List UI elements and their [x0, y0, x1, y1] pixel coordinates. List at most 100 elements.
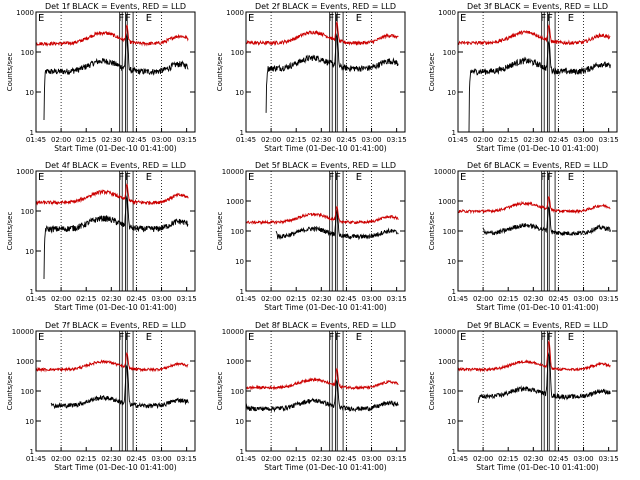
x-tick-label: 02:15	[286, 136, 306, 144]
y-tick-label: 10000	[434, 168, 456, 176]
detector-panel: Det 6f BLACK = Events, RED = LLD 1 10 100 10…	[428, 161, 619, 312]
event-marker-label: F	[118, 13, 124, 24]
x-axis-label: Start Time (01-Dec-10 01:41:00)	[264, 303, 386, 312]
event-marker-label: F	[335, 172, 341, 183]
y-tick-label: 100	[231, 49, 244, 57]
lld-series	[457, 195, 611, 215]
detector-panel: Det 3f BLACK = Events, RED = LLD 1 10 100 10…	[428, 2, 619, 153]
y-tick-label: 100	[443, 388, 456, 396]
y-tick-label: 10	[447, 418, 456, 426]
y-tick-label: 1000	[438, 198, 456, 206]
y-tick-label: 100	[21, 49, 34, 57]
x-tick-label: 02:00	[51, 136, 71, 144]
event-marker-label: F	[540, 13, 546, 24]
y-axis-label: Counts/sec	[216, 372, 224, 411]
y-tick-label: 100	[21, 208, 34, 216]
x-axis-label: Start Time (01-Dec-10 01:41:00)	[54, 144, 176, 153]
x-tick-label: 02:15	[286, 295, 306, 303]
x-tick-label: 02:15	[76, 455, 96, 463]
x-axis-label: Start Time (01-Dec-10 01:41:00)	[264, 463, 386, 472]
x-tick-label: 03:15	[387, 136, 407, 144]
x-tick-label: 03:00	[573, 136, 593, 144]
y-tick-label: 10	[447, 258, 456, 266]
events-series	[275, 210, 399, 241]
x-tick-label: 02:30	[523, 295, 543, 303]
plot-frame	[245, 330, 406, 452]
x-tick-label: 02:15	[498, 136, 518, 144]
event-marker-label: F	[328, 332, 334, 343]
x-tick-label: 02:15	[286, 455, 306, 463]
y-axis-label: Counts/sec	[6, 212, 14, 251]
lld-series	[245, 20, 399, 47]
x-tick-label: 03:15	[387, 455, 407, 463]
x-tick-label: 02:00	[261, 136, 281, 144]
x-axis-label: Start Time (01-Dec-10 01:41:00)	[54, 303, 176, 312]
x-tick-label: 02:45	[336, 455, 356, 463]
y-axis-label: Counts/sec	[428, 212, 436, 251]
x-tick-label: 02:45	[126, 455, 146, 463]
x-tick-label: 02:30	[101, 136, 121, 144]
event-marker-label: F	[328, 172, 334, 183]
events-series	[265, 33, 399, 113]
lld-series	[457, 24, 611, 46]
event-marker-label: F	[118, 332, 124, 343]
y-tick-label: 10000	[222, 168, 244, 176]
x-tick-label: 02:15	[76, 295, 96, 303]
lld-series	[35, 183, 189, 206]
y-tick-label: 1	[452, 448, 456, 456]
x-tick-label: 02:45	[548, 295, 568, 303]
event-marker-label: E	[568, 13, 574, 24]
x-tick-label: 02:30	[101, 455, 121, 463]
y-axis-label: Counts/sec	[6, 372, 14, 411]
y-tick-label: 1	[240, 288, 244, 296]
x-tick-label: 02:45	[336, 295, 356, 303]
event-marker-label: F	[328, 13, 334, 24]
x-tick-label: 03:00	[361, 295, 381, 303]
x-tick-label: 01:45	[448, 455, 468, 463]
plot-frame	[35, 170, 196, 292]
event-marker-label: E	[356, 332, 362, 343]
x-axis-label: Start Time (01-Dec-10 01:41:00)	[476, 303, 598, 312]
detector-panel: Det 2f BLACK = Events, RED = LLD 1 10 100 10…	[216, 2, 407, 153]
x-tick-label: 02:00	[51, 295, 71, 303]
y-tick-label: 10	[25, 418, 34, 426]
detector-panel: Det 5f BLACK = Events, RED = LLD 1 10 100 10…	[216, 161, 407, 312]
corner-label: E	[460, 13, 466, 24]
y-tick-label: 10	[235, 258, 244, 266]
panel-title: Det 8f BLACK = Events, RED = LLD	[255, 321, 396, 330]
x-tick-label: 02:30	[311, 295, 331, 303]
lld-series	[36, 24, 189, 47]
x-tick-label: 03:15	[599, 295, 619, 303]
panel-title: Det 2f BLACK = Events, RED = LLD	[255, 2, 396, 11]
x-axis-label: Start Time (01-Dec-10 01:41:00)	[476, 463, 598, 472]
x-tick-label: 02:30	[311, 455, 331, 463]
panel-title: Det 6f BLACK = Events, RED = LLD	[467, 161, 608, 170]
y-tick-label: 1	[240, 448, 244, 456]
y-tick-label: 10	[447, 89, 456, 97]
panel-title: Det 3f BLACK = Events, RED = LLD	[467, 2, 608, 11]
y-tick-label: 1000	[226, 198, 244, 206]
x-tick-label: 03:15	[177, 455, 197, 463]
detector-panel: Det 7f BLACK = Events, RED = LLD 1 10 100 10…	[6, 321, 197, 472]
x-tick-label: 03:00	[573, 455, 593, 463]
corner-label: E	[38, 13, 44, 24]
events-series	[50, 364, 189, 410]
event-marker-label: F	[335, 13, 341, 24]
x-tick-label: 03:00	[151, 295, 171, 303]
y-axis-label: Counts/sec	[216, 212, 224, 251]
x-tick-label: 01:45	[448, 295, 468, 303]
x-tick-label: 02:00	[473, 455, 493, 463]
x-axis-label: Start Time (01-Dec-10 01:41:00)	[476, 144, 598, 153]
events-series	[43, 195, 189, 280]
y-tick-label: 1000	[16, 9, 34, 17]
corner-label: E	[248, 332, 254, 343]
event-marker-label: E	[146, 172, 152, 183]
x-tick-label: 01:45	[236, 136, 256, 144]
corner-label: E	[248, 13, 254, 24]
y-tick-label: 1000	[438, 358, 456, 366]
x-tick-label: 02:30	[523, 455, 543, 463]
y-tick-label: 1000	[226, 9, 244, 17]
x-tick-label: 02:45	[336, 136, 356, 144]
y-tick-label: 10	[235, 89, 244, 97]
y-tick-label: 100	[231, 388, 244, 396]
